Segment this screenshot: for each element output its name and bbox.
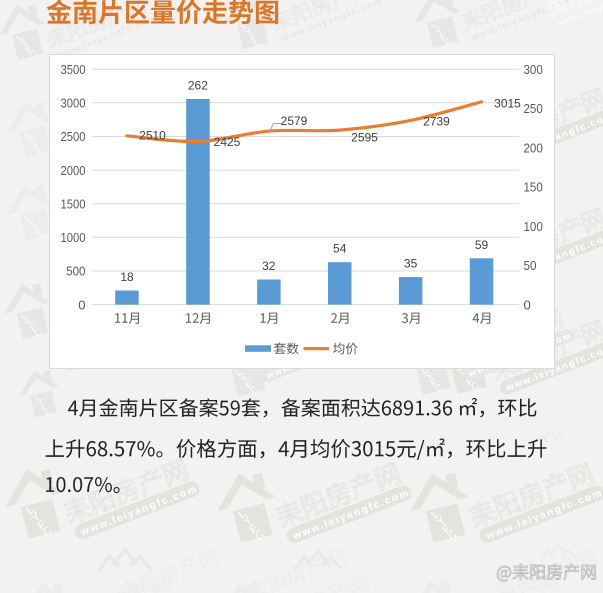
svg-text:1000: 1000 [61, 230, 86, 245]
svg-text:F: F [31, 224, 42, 235]
svg-text:3000: 3000 [61, 96, 86, 111]
svg-text:L: L [239, 21, 250, 31]
svg-text:59: 59 [475, 238, 489, 252]
svg-text:C: C [27, 48, 39, 60]
svg-text:L: L [419, 365, 431, 376]
svg-text:Y: Y [18, 37, 30, 49]
svg-text:C: C [35, 228, 47, 240]
svg-text:150: 150 [524, 180, 543, 195]
svg-text:0: 0 [524, 297, 531, 312]
svg-text:2595: 2595 [351, 131, 378, 145]
svg-text:www.leiyangfc.com: www.leiyangfc.com [291, 487, 412, 542]
svg-text:C: C [43, 407, 54, 417]
svg-text:C: C [32, 327, 44, 339]
svg-text:L: L [22, 212, 33, 222]
svg-text:18: 18 [120, 270, 134, 284]
svg-text:L: L [31, 393, 41, 402]
svg-text:3015: 3015 [494, 96, 521, 110]
svg-text:2425: 2425 [214, 135, 241, 149]
svg-text:F: F [438, 32, 449, 43]
svg-text:Y: Y [26, 134, 38, 146]
svg-text:0: 0 [78, 297, 85, 312]
svg-text:C: C [442, 36, 454, 48]
svg-text:F: F [28, 323, 39, 334]
svg-text:500: 500 [66, 264, 85, 279]
svg-text:www.leiyangfc.com: www.leiyangfc.com [79, 483, 200, 538]
svg-text:200: 200 [524, 140, 543, 155]
svg-text:F: F [39, 402, 50, 412]
svg-text:2739: 2739 [423, 114, 450, 128]
svg-text:Y: Y [433, 25, 445, 37]
svg-text:Y: Y [35, 397, 46, 407]
svg-text:100: 100 [524, 219, 543, 234]
svg-text:2579: 2579 [281, 114, 308, 128]
svg-text:C: C [252, 37, 264, 49]
svg-text:L: L [234, 367, 246, 378]
svg-text:L: L [19, 311, 30, 321]
svg-text:300: 300 [524, 62, 543, 77]
svg-text:F: F [31, 141, 42, 152]
svg-text:L: L [429, 20, 440, 30]
svg-text:L: L [14, 32, 25, 42]
svg-text:2500: 2500 [61, 129, 86, 144]
svg-text:Y: Y [23, 316, 35, 328]
svg-text:F: F [248, 33, 259, 44]
svg-text:C: C [35, 145, 47, 157]
svg-text:32: 32 [262, 259, 276, 273]
svg-text:250: 250 [524, 101, 543, 116]
svg-text:50: 50 [524, 258, 537, 273]
svg-text:F: F [23, 44, 34, 55]
svg-text:35: 35 [404, 257, 418, 271]
svg-text:L: L [22, 129, 33, 139]
svg-text:Y: Y [26, 217, 38, 229]
svg-text:Y: Y [243, 26, 255, 38]
svg-text:2000: 2000 [61, 163, 86, 178]
svg-text:54: 54 [333, 242, 347, 256]
svg-text:262: 262 [188, 79, 208, 93]
svg-text:2510: 2510 [139, 128, 166, 142]
svg-text:3500: 3500 [61, 62, 86, 77]
svg-text:1500: 1500 [61, 196, 86, 211]
